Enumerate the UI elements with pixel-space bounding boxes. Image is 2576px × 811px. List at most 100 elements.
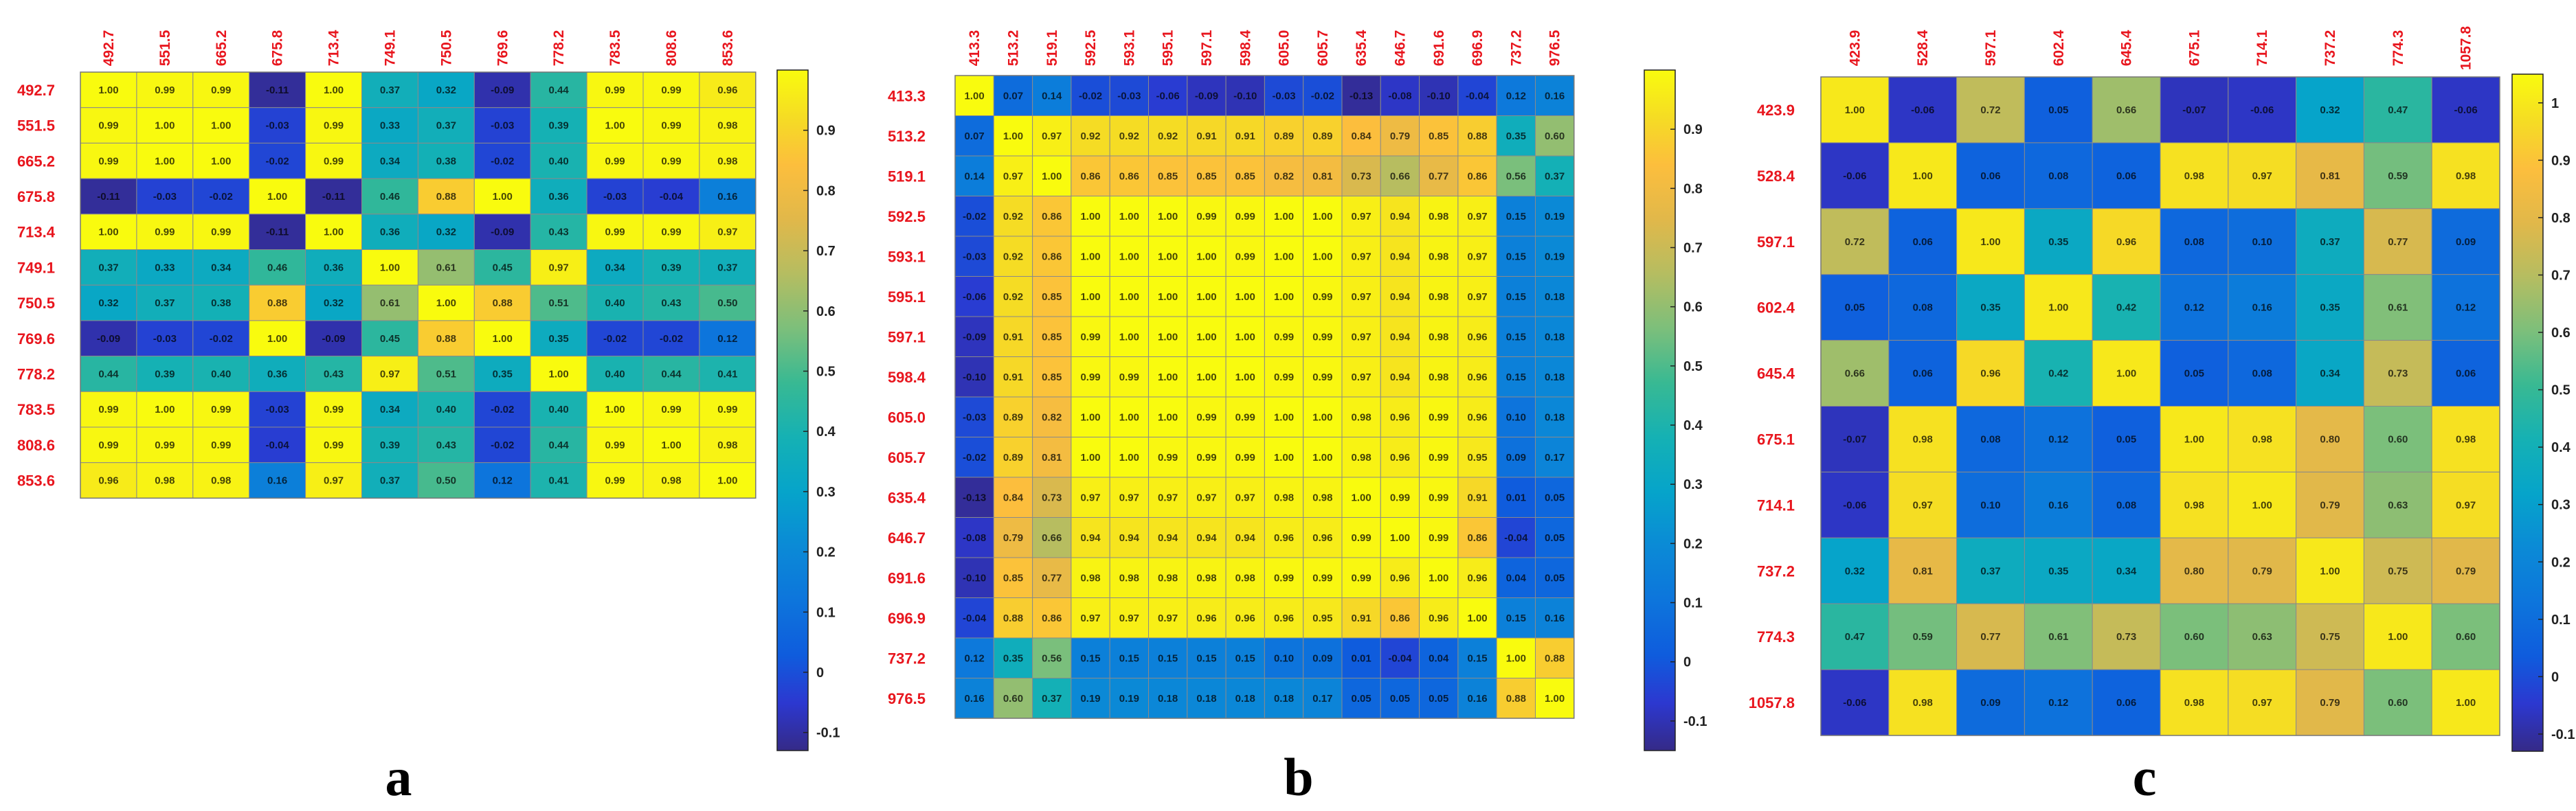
- colorbar-b-tick-label: 0.5: [1683, 359, 1703, 374]
- heatmap-a-cell-value: 0.33: [155, 262, 175, 273]
- heatmap-c-cell-value: 0.09: [1980, 697, 2000, 709]
- heatmap-a-cell-value: 0.99: [155, 227, 175, 238]
- heatmap-c-cell-value: 0.59: [2388, 170, 2408, 182]
- heatmap-c-cell: [1956, 340, 2025, 407]
- heatmap-b-cell: [993, 637, 1033, 678]
- colorbar-a-bar: [776, 69, 809, 751]
- heatmap-b-cell: [1109, 597, 1149, 639]
- heatmap-b-cell-value: -0.04: [963, 613, 987, 624]
- heatmap-a-cell-value: 0.99: [717, 404, 737, 415]
- heatmap-b-row-label: 605.0: [888, 409, 926, 426]
- heatmap-c-cell: [2363, 274, 2432, 341]
- colorbar-c-tick-label: -0.1: [2551, 727, 2575, 742]
- heatmap-c-cell-value: -0.06: [1911, 104, 1934, 116]
- heatmap-b-cell-value: 0.99: [1312, 291, 1332, 303]
- heatmap-a-cell: [473, 71, 531, 108]
- heatmap-a-cell-value: 0.96: [717, 84, 737, 96]
- heatmap-a-cell-value: -0.02: [491, 404, 514, 415]
- heatmap-a-column-label: 713.4: [326, 30, 342, 66]
- heatmap-a-cell-value: -0.04: [266, 439, 290, 451]
- heatmap-c-cell-value: 0.06: [2116, 697, 2136, 709]
- heatmap-c-cell-value: 0.79: [2252, 565, 2272, 577]
- heatmap-c-cell-value: 0.47: [2388, 104, 2408, 116]
- heatmap-b-cell: [1380, 316, 1420, 357]
- heatmap-c-cell-value: 0.96: [1980, 368, 2000, 380]
- heatmap-b-column-label: 592.5: [1083, 30, 1099, 66]
- heatmap-c-row-label: 714.1: [1757, 496, 1795, 514]
- heatmap-b-row-label: 598.4: [888, 369, 926, 386]
- heatmap-b-cell-value: 0.19: [1119, 693, 1139, 705]
- heatmap-b-cell-value: 0.60: [1003, 693, 1023, 705]
- heatmap-c-cell: [2296, 208, 2364, 275]
- heatmap-b-cell: [954, 477, 994, 518]
- heatmap-a-cell: [305, 214, 363, 250]
- heatmap-a-cell-value: 0.99: [98, 155, 118, 167]
- heatmap-b-cell-value: 0.99: [1352, 572, 1371, 584]
- heatmap-b-cell-value: 0.16: [965, 693, 985, 705]
- heatmap-b-cell-value: 0.15: [1506, 291, 1526, 303]
- heatmap-a-cell: [699, 71, 757, 108]
- heatmap-a-cell-value: 0.99: [324, 155, 344, 167]
- heatmap-a-cell-value: 0.36: [380, 227, 400, 238]
- heatmap-c-cell-value: 0.16: [2252, 302, 2272, 314]
- heatmap-b-cell-value: 0.99: [1429, 532, 1448, 544]
- heatmap-a-cell-value: -0.09: [491, 84, 514, 96]
- colorbar-c-tick-label: 0.2: [2551, 555, 2571, 570]
- heatmap-b-cell-value: 0.97: [1352, 211, 1371, 222]
- heatmap-a-cell: [530, 356, 587, 392]
- heatmap-c-cell-value: 0.97: [1913, 499, 1933, 511]
- heatmap-a-cell-value: 0.99: [211, 84, 231, 96]
- heatmap-b-cell: [1148, 396, 1188, 437]
- heatmap-c-cell-value: 0.61: [2388, 302, 2408, 314]
- heatmap-c-cell: [2296, 76, 2364, 144]
- heatmap-a-cell-value: 1.00: [549, 368, 569, 380]
- heatmap-b-cell: [1225, 437, 1265, 478]
- heatmap-a-colorbar: -0.1 0 0.1 0.2 0.3 0.4 0.5 0.6 0.7 0.8 0.9: [776, 69, 840, 751]
- colorbar-c-tick-label: 0.9: [2551, 153, 2571, 168]
- heatmap-c-cell: [1956, 471, 2025, 538]
- heatmap-b-cell-value: 1.00: [1080, 291, 1100, 303]
- heatmap-c-cell-value: 0.79: [2456, 565, 2476, 577]
- heatmap-a-column-label: 749.1: [382, 30, 398, 66]
- heatmap-a-cell: [249, 391, 306, 428]
- heatmap-a-cell-value: 0.37: [436, 120, 456, 132]
- heatmap-c-cell-value: 0.32: [1845, 565, 1865, 577]
- heatmap-b-cell-value: 1.00: [1196, 372, 1216, 383]
- heatmap-a-cell: [136, 426, 194, 464]
- heatmap-b-cell: [1303, 396, 1343, 437]
- heatmap-a-cell-value: -0.02: [603, 333, 627, 345]
- heatmap-b-cell-value: 0.88: [1467, 130, 1487, 142]
- heatmap-b-cell: [1109, 316, 1149, 357]
- heatmap-b-cell: [1341, 437, 1381, 478]
- heatmap-b-cell-value: 0.05: [1390, 693, 1410, 705]
- heatmap-a-cell: [136, 356, 194, 392]
- heatmap-a-column-label: 492.7: [101, 30, 117, 67]
- heatmap-b-cell-value: 1.00: [1158, 251, 1178, 262]
- heatmap-a-cell-value: 0.99: [155, 439, 175, 451]
- heatmap-b-cell-value: 0.99: [1196, 211, 1216, 222]
- heatmap-b-cell-value: 0.99: [1080, 372, 1100, 383]
- heatmap-b-cell: [1109, 477, 1149, 518]
- heatmap-a-cell: [249, 142, 306, 179]
- heatmap-b-cell: [1496, 276, 1536, 317]
- heatmap-c-cell-value: 0.97: [2252, 697, 2272, 709]
- heatmap-c-cell-value: 0.96: [2116, 236, 2136, 248]
- heatmap-a-cell: [136, 214, 194, 250]
- colorbar-b-tick-label: 0.7: [1683, 241, 1703, 256]
- heatmap-a-cell-value: 0.44: [549, 84, 570, 96]
- heatmap-b-cell: [1032, 115, 1072, 157]
- heatmap-b-cell-value: 1.00: [1158, 331, 1178, 343]
- heatmap-b-cell-value: 1.00: [1119, 331, 1139, 343]
- heatmap-a-cell-value: 0.40: [211, 368, 231, 380]
- heatmap-b-cell-value: 1.00: [1545, 693, 1565, 705]
- heatmap-a-cell: [586, 391, 644, 428]
- heatmap-a-cell-value: 0.16: [717, 191, 737, 203]
- heatmap-a-cell: [249, 107, 306, 144]
- heatmap-b-row-label: 519.1: [888, 168, 926, 185]
- heatmap-a-cell: [530, 249, 587, 286]
- heatmap-b-cell-value: 1.00: [1274, 411, 1294, 423]
- heatmap-a-cell-value: -0.11: [266, 227, 289, 238]
- heatmap-a-cell-value: 0.43: [661, 297, 681, 309]
- heatmap-c-frame: [1820, 76, 2500, 736]
